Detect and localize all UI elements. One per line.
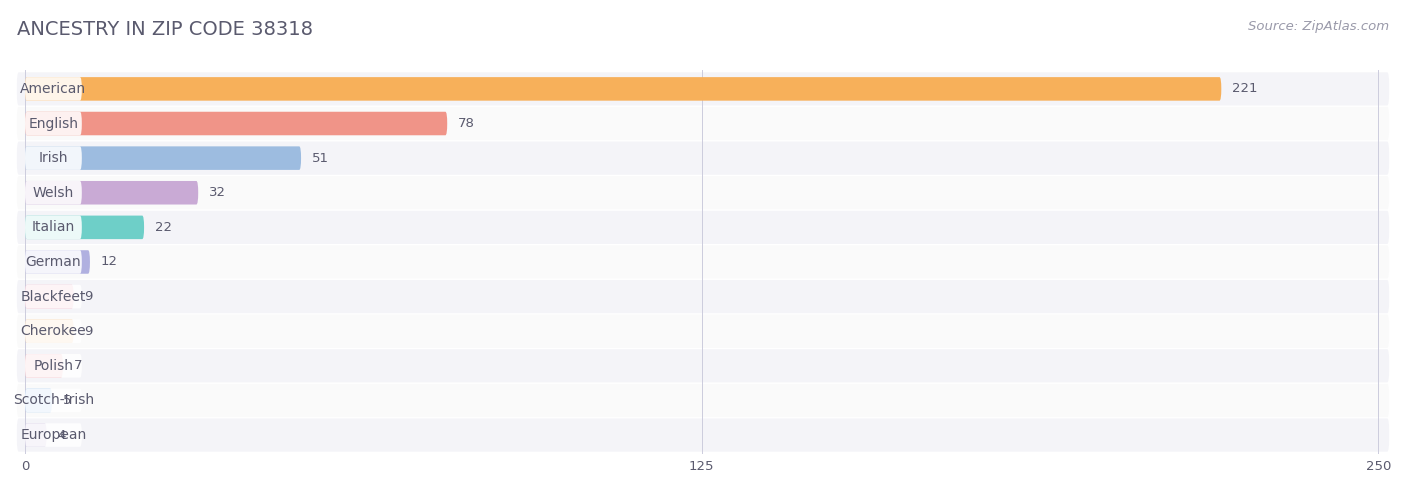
Text: 22: 22 (155, 221, 172, 234)
Text: American: American (20, 82, 87, 96)
Text: 7: 7 (73, 359, 82, 372)
FancyBboxPatch shape (25, 354, 82, 378)
FancyBboxPatch shape (25, 285, 82, 308)
FancyBboxPatch shape (17, 142, 1389, 175)
FancyBboxPatch shape (17, 280, 1389, 313)
Text: Scotch-Irish: Scotch-Irish (13, 393, 94, 408)
FancyBboxPatch shape (25, 181, 82, 205)
Text: Welsh: Welsh (32, 186, 75, 200)
Text: 221: 221 (1232, 82, 1257, 95)
FancyBboxPatch shape (17, 176, 1389, 210)
Text: Irish: Irish (38, 151, 67, 165)
FancyBboxPatch shape (17, 72, 1389, 105)
Text: Blackfeet: Blackfeet (21, 289, 86, 303)
FancyBboxPatch shape (25, 112, 447, 135)
FancyBboxPatch shape (25, 389, 52, 412)
Text: 4: 4 (58, 429, 66, 442)
FancyBboxPatch shape (17, 107, 1389, 140)
FancyBboxPatch shape (25, 216, 82, 239)
FancyBboxPatch shape (25, 319, 73, 343)
Text: 5: 5 (63, 394, 72, 407)
FancyBboxPatch shape (25, 112, 82, 135)
FancyBboxPatch shape (25, 216, 143, 239)
Text: 12: 12 (101, 255, 118, 268)
FancyBboxPatch shape (17, 211, 1389, 244)
FancyBboxPatch shape (25, 285, 73, 308)
Text: German: German (25, 255, 82, 269)
FancyBboxPatch shape (25, 250, 82, 274)
Text: English: English (28, 116, 79, 131)
FancyBboxPatch shape (25, 181, 198, 205)
Text: Cherokee: Cherokee (21, 324, 86, 338)
FancyBboxPatch shape (25, 319, 82, 343)
FancyBboxPatch shape (25, 250, 90, 274)
Text: 32: 32 (209, 186, 226, 199)
FancyBboxPatch shape (17, 384, 1389, 417)
Text: Source: ZipAtlas.com: Source: ZipAtlas.com (1249, 20, 1389, 33)
FancyBboxPatch shape (25, 146, 82, 170)
FancyBboxPatch shape (25, 77, 1222, 101)
Text: ANCESTRY IN ZIP CODE 38318: ANCESTRY IN ZIP CODE 38318 (17, 20, 314, 39)
Text: 51: 51 (312, 152, 329, 165)
FancyBboxPatch shape (17, 246, 1389, 278)
Text: 9: 9 (84, 290, 93, 303)
Text: Italian: Italian (32, 221, 75, 235)
Text: European: European (20, 428, 87, 442)
Text: 78: 78 (458, 117, 475, 130)
Text: Polish: Polish (34, 359, 73, 373)
FancyBboxPatch shape (25, 423, 46, 447)
FancyBboxPatch shape (17, 419, 1389, 452)
Text: 9: 9 (84, 325, 93, 338)
FancyBboxPatch shape (25, 77, 82, 101)
FancyBboxPatch shape (25, 389, 82, 412)
FancyBboxPatch shape (25, 354, 63, 378)
FancyBboxPatch shape (25, 423, 82, 447)
FancyBboxPatch shape (17, 314, 1389, 348)
FancyBboxPatch shape (17, 349, 1389, 382)
FancyBboxPatch shape (25, 146, 301, 170)
